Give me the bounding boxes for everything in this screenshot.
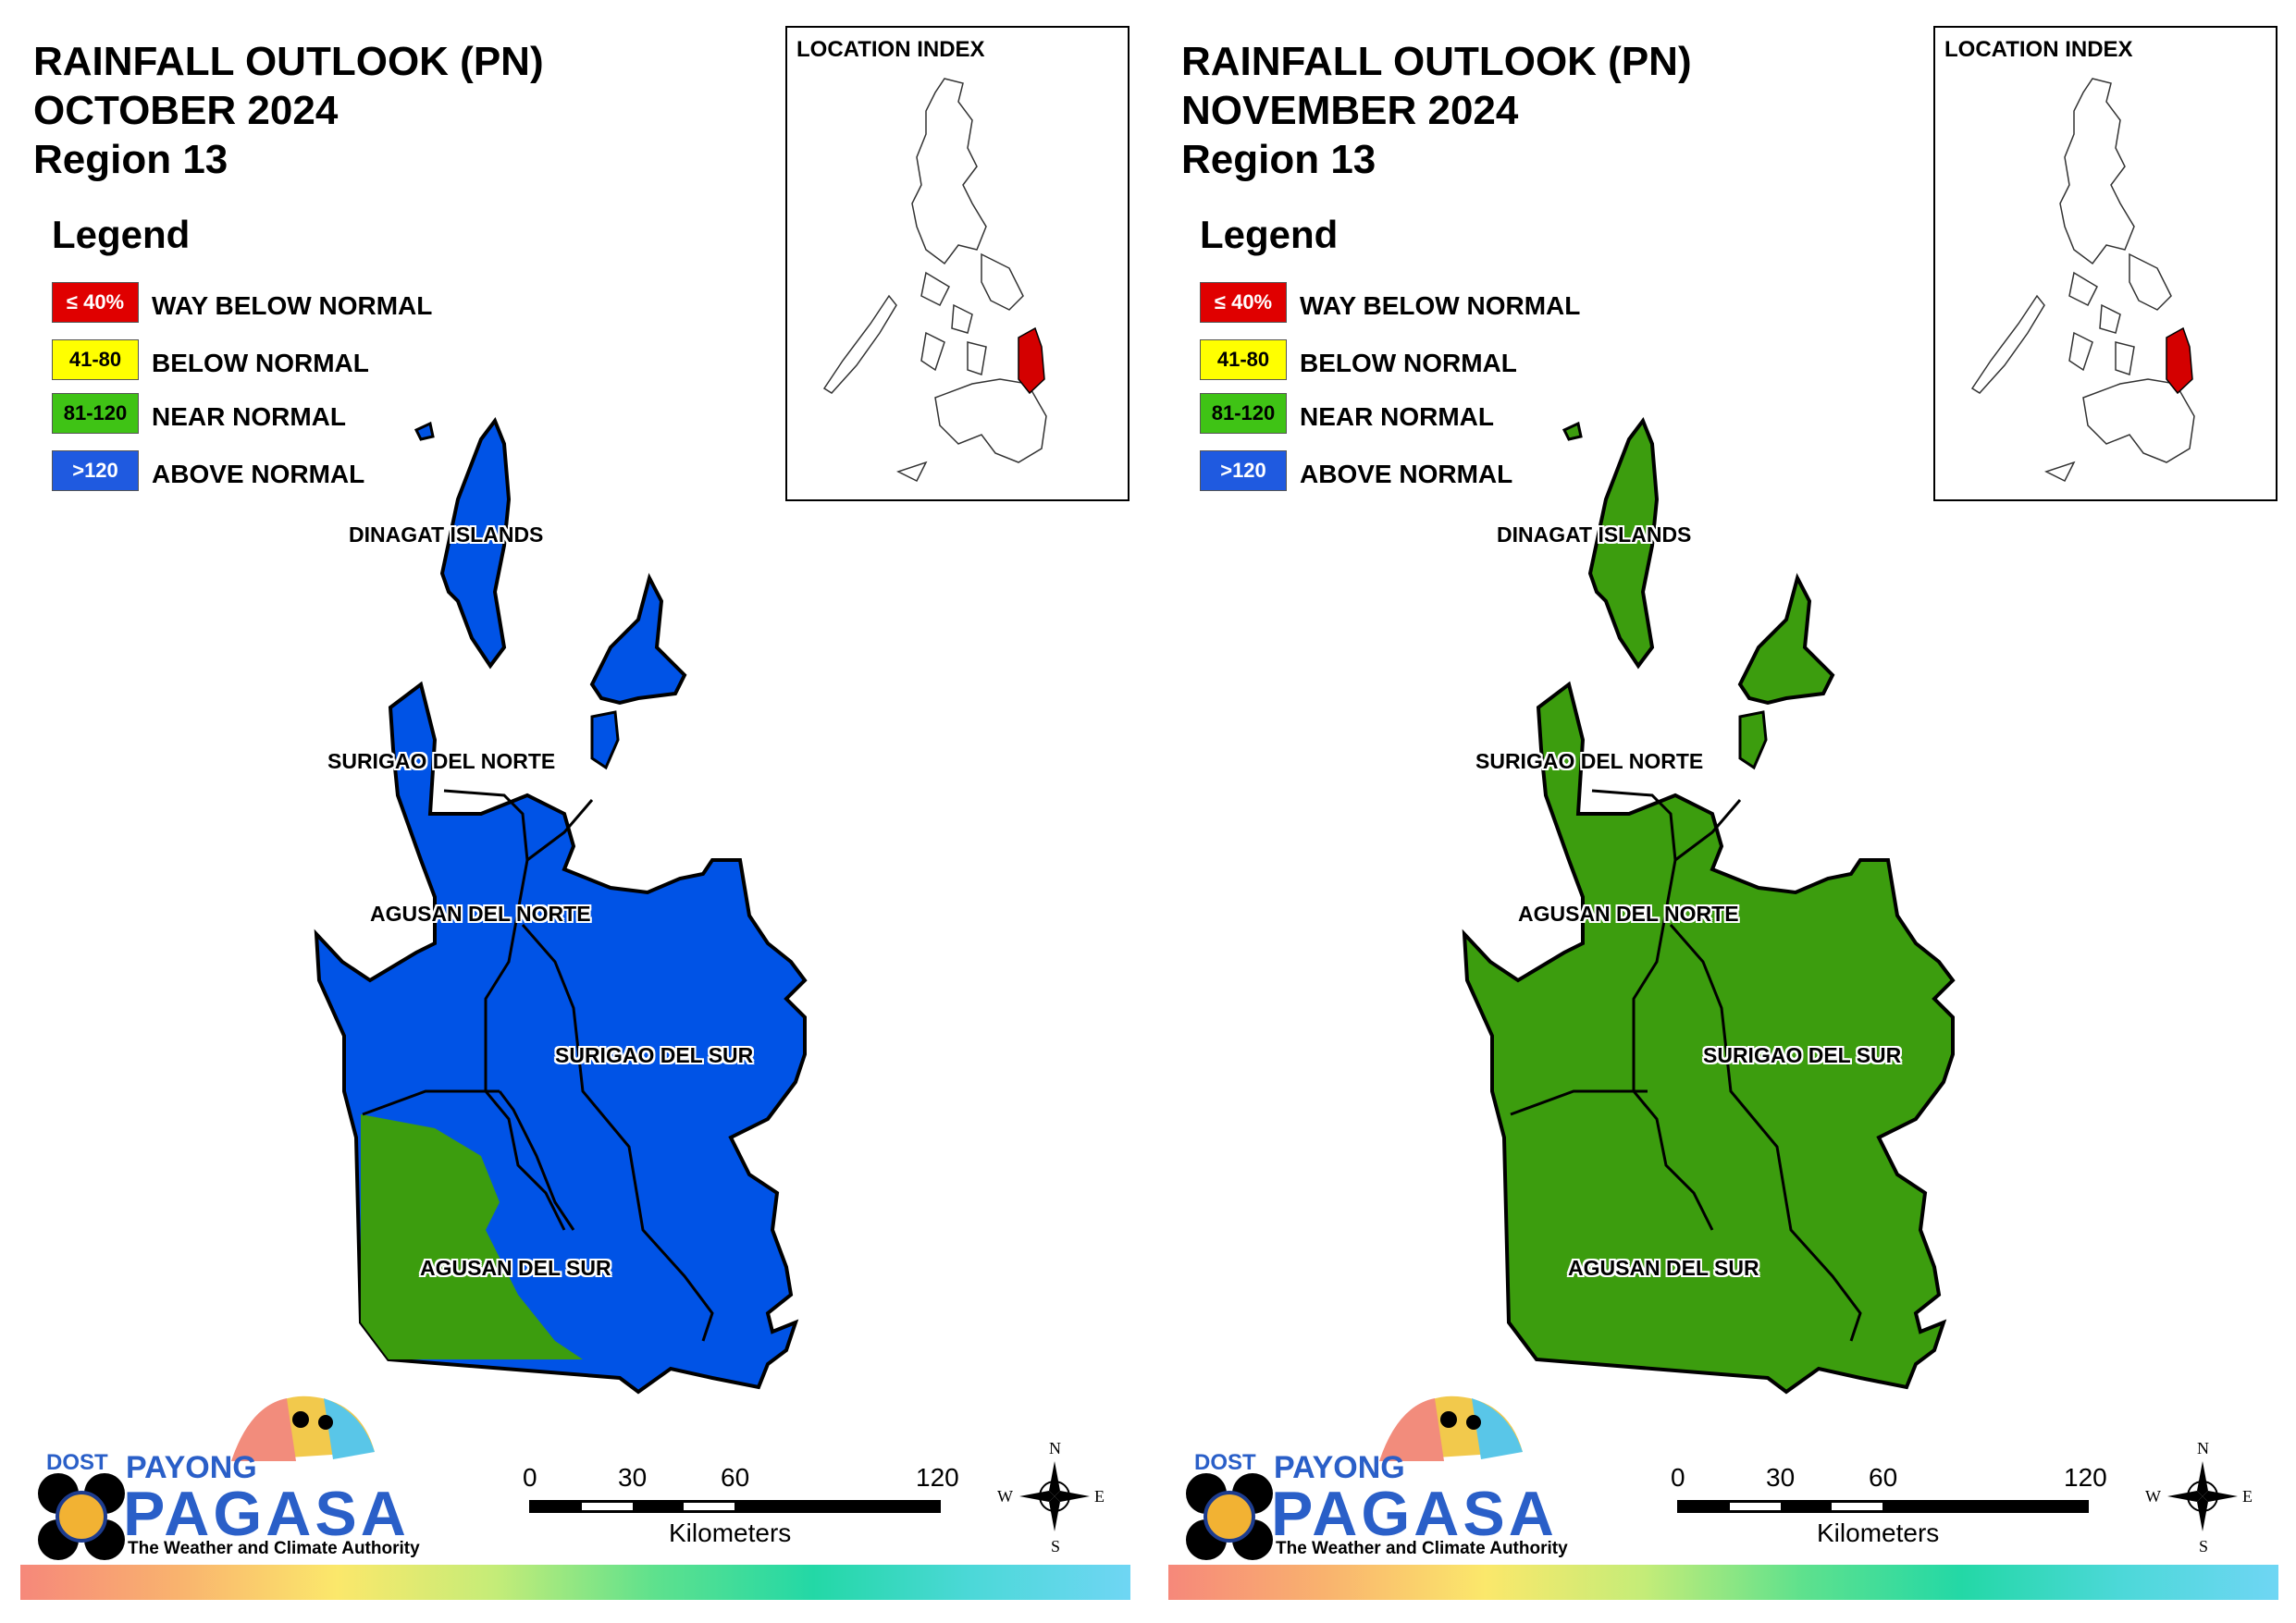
map-panel-november: RAINFALL OUTLOOK (PN) NOVEMBER 2024 Regi… (1148, 0, 2296, 1623)
label-surigao-del-norte: SURIGAO DEL NORTE (1475, 749, 1704, 773)
logo-dost: DOST (46, 1450, 108, 1475)
scale-tick-120: 120 (2064, 1463, 2107, 1492)
agusan-sur-west-zone (361, 1114, 583, 1359)
color-gradient-bar (20, 1565, 1130, 1600)
legend-swatch: 81-120 (52, 393, 139, 434)
scale-tick-60: 60 (1869, 1463, 1898, 1492)
siargao-island (589, 572, 687, 706)
inland-highlight (498, 1090, 575, 1231)
legend-swatch: ≤ 40% (52, 282, 139, 323)
label-surigao-del-sur: SURIGAO DEL SUR (555, 1043, 754, 1067)
label-dinagat-islands: DINAGAT ISLANDS (349, 523, 544, 547)
legend-label: NEAR NORMAL (1300, 402, 1494, 431)
color-gradient-bar (1168, 1565, 2278, 1600)
legend-swatch: >120 (1200, 450, 1287, 491)
legend-title: Legend (52, 213, 191, 256)
title-line-1: RAINFALL OUTLOOK (PN) (1181, 39, 1692, 84)
label-agusan-del-sur: AGUSAN DEL SUR (1568, 1256, 1759, 1280)
logo-tagline: The Weather and Climate Authority (1276, 1539, 1568, 1558)
map-title: RAINFALL OUTLOOK (PN) OCTOBER 2024 Regio… (33, 37, 544, 184)
legend-label: BELOW NORMAL (1300, 349, 1517, 377)
compass-w: W (2145, 1487, 2161, 1506)
logo-pagasa: PAGASA (1271, 1479, 1558, 1549)
legend-label: NEAR NORMAL (152, 402, 346, 431)
philippines-outline (1970, 78, 2195, 483)
title-line-3: Region 13 (1181, 137, 1376, 182)
compass-rose-icon (1019, 1461, 1090, 1531)
logo-dost: DOST (1194, 1450, 1256, 1475)
region-mainland (1462, 681, 1956, 1395)
siargao-island (1737, 572, 1835, 706)
philippines-outline (822, 78, 1047, 483)
inset-title: LOCATION INDEX (1944, 37, 2133, 62)
bucas-island (1738, 710, 1768, 770)
title-line-3: Region 13 (33, 137, 228, 182)
logo-tagline: The Weather and Climate Authority (128, 1539, 420, 1558)
scale-unit: Kilometers (1817, 1518, 1940, 1547)
scale-tick-60: 60 (721, 1463, 750, 1492)
compass-w: W (997, 1487, 1013, 1506)
legend-label: ABOVE NORMAL (1300, 460, 1513, 488)
legend-swatch: >120 (52, 450, 139, 491)
logo-payong: PAYONG (126, 1450, 257, 1485)
umbrella-logo-icon (1379, 1396, 1523, 1461)
legend-label: ABOVE NORMAL (152, 460, 365, 488)
title-line-1: RAINFALL OUTLOOK (PN) (33, 39, 544, 84)
compass-e: E (1094, 1487, 1105, 1506)
compass-n: N (2197, 1439, 2209, 1457)
province-boundaries (1510, 789, 1862, 1342)
scale-tick-120: 120 (916, 1463, 959, 1492)
scale-tick-0: 0 (523, 1463, 537, 1492)
dinagat-island (439, 416, 512, 670)
compass-e: E (2242, 1487, 2253, 1506)
location-index-inset: LOCATION INDEX (785, 26, 1129, 501)
legend-swatch: 41-80 (52, 339, 139, 380)
title-line-2: NOVEMBER 2024 (1181, 88, 1519, 133)
map-panel-october: RAINFALL OUTLOOK (PN) OCTOBER 2024 Regio… (20, 26, 1130, 1600)
label-surigao-del-sur: SURIGAO DEL SUR (1703, 1043, 1902, 1067)
legend-swatch: ≤ 40% (1200, 282, 1287, 323)
legend-title: Legend (1200, 213, 1339, 256)
logo-payong: PAYONG (1274, 1450, 1405, 1485)
dinagat-islet (414, 421, 435, 441)
compass-s: S (2199, 1537, 2209, 1555)
location-index-inset: LOCATION INDEX (1933, 26, 2277, 501)
umbrella-logo-icon (231, 1396, 375, 1461)
dinagat-island (1587, 416, 1660, 670)
logo-pagasa: PAGASA (123, 1479, 410, 1549)
province-boundaries (362, 789, 714, 1342)
scale-bar (529, 1500, 941, 1513)
compass-rose-icon (2167, 1461, 2238, 1531)
legend-swatch: 41-80 (1200, 339, 1287, 380)
legend-label: BELOW NORMAL (152, 349, 369, 377)
compass-s: S (1051, 1537, 1061, 1555)
scale-tick-30: 30 (618, 1463, 648, 1492)
dost-seal-icon (1186, 1473, 1273, 1560)
dinagat-islet (1562, 421, 1583, 441)
scale-unit: Kilometers (669, 1518, 792, 1547)
label-dinagat-islands: DINAGAT ISLANDS (1497, 523, 1692, 547)
title-line-2: OCTOBER 2024 (33, 88, 339, 133)
dost-seal-icon (38, 1473, 125, 1560)
label-agusan-del-sur: AGUSAN DEL SUR (420, 1256, 611, 1280)
legend-label: WAY BELOW NORMAL (1300, 291, 1581, 320)
compass-n: N (1049, 1439, 1061, 1457)
legend-swatch: 81-120 (1200, 393, 1287, 434)
scale-tick-30: 30 (1766, 1463, 1796, 1492)
map-title: RAINFALL OUTLOOK (PN) NOVEMBER 2024 Regi… (1181, 37, 1692, 184)
inset-title: LOCATION INDEX (796, 37, 985, 62)
bucas-island (590, 710, 620, 770)
label-agusan-del-norte: AGUSAN DEL NORTE (370, 902, 591, 926)
label-surigao-del-norte: SURIGAO DEL NORTE (327, 749, 556, 773)
label-agusan-del-norte: AGUSAN DEL NORTE (1518, 902, 1739, 926)
scale-bar (1677, 1500, 2089, 1513)
region-map (314, 416, 808, 1395)
legend-label: WAY BELOW NORMAL (152, 291, 433, 320)
region-map (1462, 416, 1956, 1395)
scale-tick-0: 0 (1671, 1463, 1685, 1492)
